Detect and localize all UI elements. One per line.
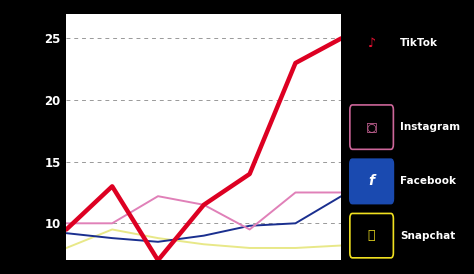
Text: ♪: ♪ <box>368 37 375 50</box>
FancyBboxPatch shape <box>350 21 393 65</box>
FancyBboxPatch shape <box>350 105 393 149</box>
Text: Snapchat: Snapchat <box>400 231 455 241</box>
FancyBboxPatch shape <box>350 159 393 204</box>
Text: f: f <box>369 174 374 189</box>
Text: TikTok: TikTok <box>400 38 438 48</box>
Text: □: □ <box>366 121 377 134</box>
FancyBboxPatch shape <box>350 213 393 258</box>
Text: Instagram: Instagram <box>400 122 460 132</box>
Text: ⧆: ⧆ <box>368 229 375 242</box>
Text: Facebook: Facebook <box>400 176 456 186</box>
Text: ○: ○ <box>367 122 376 132</box>
